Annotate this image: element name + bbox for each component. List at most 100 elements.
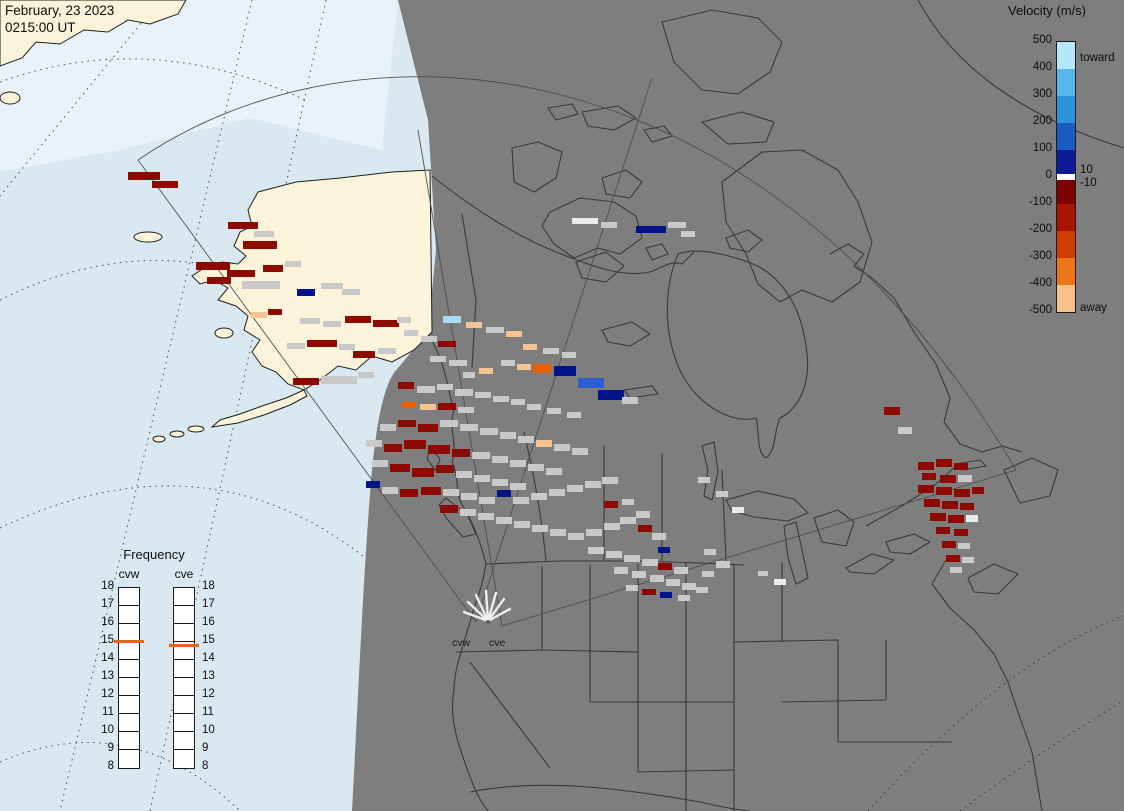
radar-cell [440, 420, 458, 427]
radar-cell [704, 549, 716, 555]
frequency-tick-left-13: 13 [101, 670, 114, 682]
radar-cell [622, 499, 634, 505]
radar-cell [562, 352, 576, 358]
colorbar-segment [1057, 174, 1075, 180]
radar-cell [285, 261, 301, 267]
colorbar-segment [1057, 42, 1075, 69]
radar-cell [620, 517, 636, 524]
radar-cell [936, 459, 952, 467]
radar-cell [227, 270, 255, 277]
radar-cell [339, 344, 355, 350]
frequency-marker-cvw [114, 640, 144, 643]
radar-cell [497, 490, 511, 497]
frequency-column-cve [173, 587, 195, 769]
radar-cell [586, 529, 602, 536]
near-range-beam [484, 589, 490, 623]
colorbar-segment [1057, 204, 1075, 231]
radar-cell [698, 477, 710, 483]
radar-cell [532, 525, 548, 532]
radar-site-label-cve: cve [489, 637, 506, 649]
radar-cell [638, 525, 652, 532]
radar-cell [518, 436, 534, 443]
frequency-tick-right-14: 14 [202, 652, 215, 664]
radar-cell [128, 172, 160, 180]
frequency-box [119, 660, 139, 678]
radar-cell [492, 456, 508, 463]
frequency-tick-left-17: 17 [101, 598, 114, 610]
frequency-tick-left-9: 9 [107, 742, 114, 754]
colorbar-segment [1057, 258, 1075, 285]
fov-west-edge [137, 159, 477, 623]
velocity-label-10: 10 [1080, 164, 1093, 176]
frequency-tick-right-18: 18 [202, 580, 215, 592]
us-state-borders [455, 562, 952, 811]
frequency-tick-left-10: 10 [101, 724, 114, 736]
radar-cell [373, 320, 399, 327]
fov-cve-west-edge [417, 129, 503, 627]
frequency-tick-left-16: 16 [101, 616, 114, 628]
aleutian-island [187, 425, 205, 433]
atlantic-coast [931, 559, 1043, 811]
frequency-tick-right-12: 12 [202, 688, 215, 700]
radar-cell [884, 407, 900, 415]
radar-cell [533, 364, 551, 373]
st-lawrence-island [133, 231, 163, 243]
colorbar-segment [1057, 180, 1075, 204]
greenland-coast [917, 0, 1124, 149]
frequency-box [119, 606, 139, 624]
radar-cell [958, 543, 970, 549]
velocity-tick--200: -200 [1028, 223, 1052, 235]
radar-cell [436, 465, 454, 473]
radar-cell [568, 533, 584, 540]
great-lakes [725, 490, 931, 585]
radar-cell [550, 529, 566, 536]
velocity-tick-500: 500 [1032, 34, 1052, 46]
radar-cell [606, 551, 622, 558]
radar-cell [384, 444, 402, 452]
radar-cell [528, 464, 544, 471]
radar-cell [458, 407, 474, 413]
near-range-beam [462, 610, 490, 623]
radar-cell [918, 462, 934, 470]
frequency-tick-left-11: 11 [102, 706, 114, 718]
velocity-legend-title: Velocity (m/s) [1008, 3, 1087, 18]
radar-cell [466, 322, 482, 328]
nova-scotia [967, 563, 1019, 595]
radar-cell [366, 481, 380, 488]
radar-cell [440, 505, 458, 513]
radar-cell [642, 559, 658, 566]
chukotka-landmass [0, 0, 187, 67]
radar-cell [950, 567, 962, 573]
timestamp: February, 23 2023 0215:00 UT [5, 3, 114, 37]
radar-cell [472, 452, 490, 459]
radar-cell [602, 477, 618, 484]
great-slave-lake [601, 321, 651, 347]
near-range-beam [474, 593, 490, 623]
radar-cell [942, 501, 958, 509]
near-range-beam [486, 607, 512, 623]
radar-cell [674, 567, 688, 574]
near-range-beam [486, 591, 498, 623]
frequency-legend: Frequency 18 18 17 17 16 16 15 15 14 14 13 13 12 12 11… [88, 547, 224, 783]
velocity-tick--300: -300 [1028, 250, 1052, 262]
fov-outer-arc [137, 76, 1017, 471]
radar-cell [650, 575, 664, 582]
radar-cell [342, 289, 360, 295]
radar-cell [300, 318, 320, 324]
radar-cell [486, 327, 504, 333]
radar-cell [242, 281, 280, 289]
radar-cell [510, 460, 526, 467]
radar-cell [293, 378, 319, 385]
radar-cell [500, 432, 516, 439]
near-range-beam [486, 597, 506, 623]
latitude-arc [0, 58, 306, 101]
radar-cell [732, 507, 744, 513]
radar-cell [682, 583, 696, 590]
radar-cell [449, 360, 467, 366]
velocity-tick--400: -400 [1028, 277, 1052, 289]
velocity-tick-400: 400 [1032, 61, 1052, 73]
lake-winnipeg [701, 441, 719, 501]
radar-cell [420, 404, 436, 410]
radar-cell [936, 487, 952, 495]
radar-cell [642, 589, 656, 595]
